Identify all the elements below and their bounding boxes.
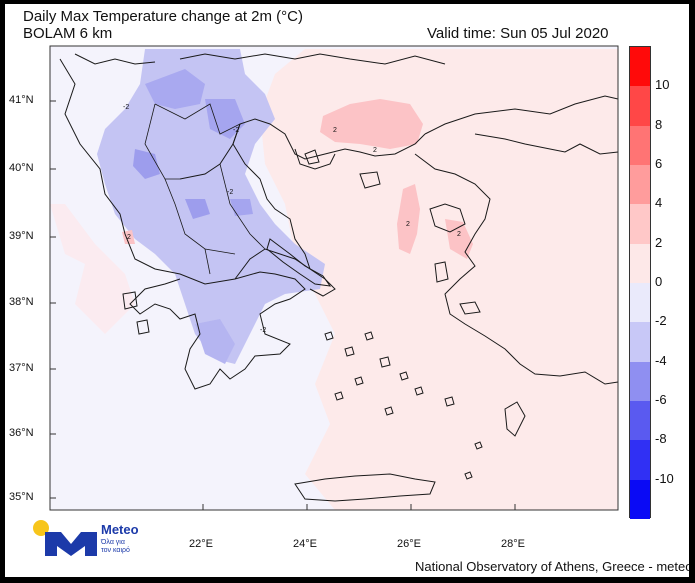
warm-anomaly-area (260, 49, 618, 510)
map-figure: -2 -2 -2 -2 2 2 2 2 2 Daily Max Temperat… (5, 4, 689, 577)
colorbar-segment (630, 401, 650, 441)
logo-tagline: τον καιρό (101, 547, 130, 554)
colorbar-segment (630, 86, 650, 127)
contour-label: -2 (260, 327, 266, 334)
map-title: Daily Max Temperature change at 2m (°C) (23, 8, 303, 25)
logo-tagline: Όλα για (101, 539, 125, 546)
cool-spot-3 (133, 149, 160, 179)
admin-borders (144, 103, 266, 275)
logo-m-icon (45, 532, 97, 556)
cool-spot-6 (195, 319, 235, 364)
hot-anomaly-lesvos-2 (445, 219, 473, 259)
lat-label: 40°N (9, 162, 34, 174)
colorbar-segment (630, 440, 650, 481)
colorbar-label: 8 (655, 116, 663, 132)
colorbar-segment (630, 283, 650, 323)
cool-spot-2 (205, 99, 245, 139)
colorbar-label: -6 (655, 392, 667, 407)
colorbar-label: -8 (655, 431, 667, 447)
lat-label: 37°N (9, 362, 34, 374)
lat-label: 35°N (9, 491, 34, 503)
colorbar-segment (630, 243, 650, 284)
colorbar-label: 2 (655, 234, 663, 250)
coastlines (59, 53, 619, 390)
lon-label: 28°E (501, 538, 525, 550)
lon-label: 22°E (189, 538, 213, 550)
cyclades-islands (324, 331, 483, 480)
rhodes-outline (504, 401, 526, 437)
colorbar-segment (630, 322, 650, 363)
lat-label: 39°N (9, 230, 34, 242)
contour-label: 2 (373, 147, 377, 154)
crete-outline (294, 473, 436, 502)
samos-outline (459, 301, 481, 315)
contour-label: 2 (127, 234, 131, 241)
valid-time: Valid time: Sun 05 Jul 2020 (427, 25, 609, 42)
contour-label: 2 (333, 127, 337, 134)
credit-text: National Observatory of Athens, Greece -… (415, 559, 689, 574)
lat-label: 41°N (9, 94, 34, 106)
colorbar-label: 10 (655, 77, 670, 93)
contour-labels: -2 -2 -2 -2 2 2 2 2 2 (123, 104, 461, 334)
contour-label: -2 (123, 104, 129, 111)
colorbar-label: 6 (655, 156, 663, 171)
colorbar-segment (630, 125, 650, 166)
cool-spot-1 (145, 69, 205, 109)
colorbar-label: 4 (655, 195, 663, 211)
colorbar-label: -10 (655, 470, 674, 486)
cool-anomaly-north (165, 54, 240, 104)
zakynthos-outline (136, 319, 150, 335)
evia-outline (266, 238, 332, 287)
logo-name: Meteo (101, 522, 139, 537)
colorbar-segment (630, 204, 650, 245)
map-subtitle: BOLAM 6 km (23, 25, 113, 42)
hot-anomaly-lesvos-1 (397, 184, 420, 254)
colorbar-segment (630, 361, 650, 402)
lat-label: 36°N (9, 427, 34, 439)
colorbar-segment (630, 47, 650, 87)
lon-label: 24°E (293, 538, 317, 550)
map-border (49, 45, 619, 511)
contour-label: 2 (406, 221, 410, 228)
cool-anomaly-area (97, 49, 325, 364)
cool-spot-5 (230, 199, 253, 216)
cool-spot-4 (185, 199, 210, 219)
lat-label: 38°N (9, 296, 34, 308)
thasos-outline (304, 149, 320, 165)
colorbar-segment (630, 165, 650, 205)
colorbar (629, 46, 651, 520)
axis-ticks (50, 100, 516, 510)
lemnos-outline (359, 171, 381, 189)
warm-anomaly-west (50, 204, 135, 334)
kefalonia-outline (122, 291, 138, 310)
contour-label: 2 (457, 231, 461, 238)
colorbar-label: 0 (655, 274, 663, 289)
contour-label: -2 (233, 127, 239, 134)
colorbar-segment (630, 479, 650, 520)
hot-anomaly-thrace (320, 99, 423, 149)
lesvos-outline (429, 203, 466, 233)
colorbar-label: -2 (655, 313, 667, 329)
map-canvas: -2 -2 -2 -2 2 2 2 2 2 (33, 45, 619, 556)
contour-label: -2 (227, 189, 233, 196)
chios-outline (434, 261, 449, 283)
lon-label: 26°E (397, 538, 421, 550)
colorbar-label: -4 (655, 352, 667, 368)
